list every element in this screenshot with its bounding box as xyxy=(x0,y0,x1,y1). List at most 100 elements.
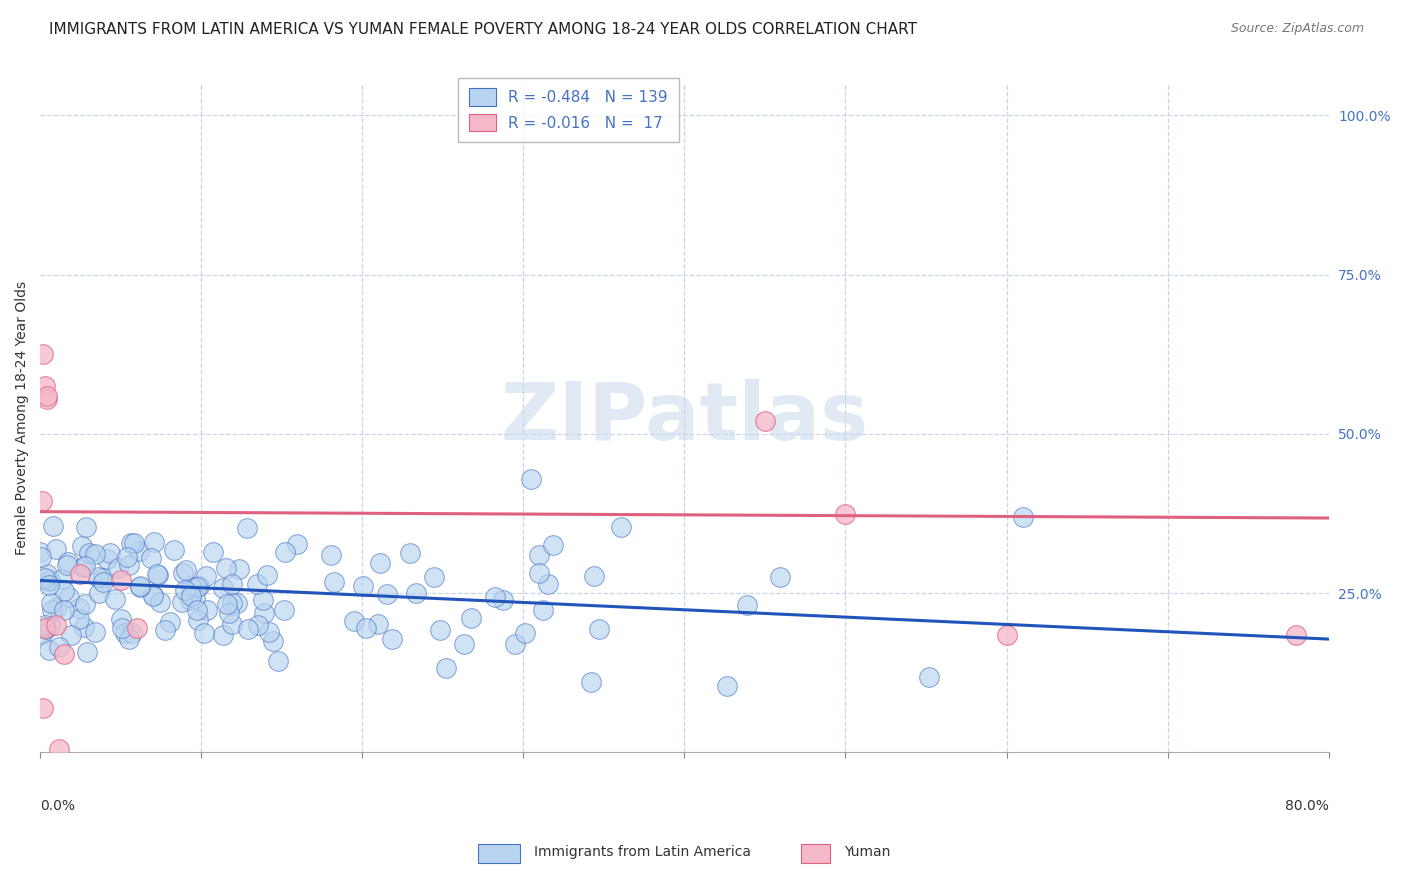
Point xyxy=(42,519,65,533)
Point xyxy=(118,558,141,573)
Point xyxy=(370,556,392,570)
Point xyxy=(73,597,96,611)
Point xyxy=(434,661,457,675)
Point xyxy=(39,573,62,587)
Point xyxy=(273,603,295,617)
Point xyxy=(221,617,243,632)
Legend: R = -0.484   N = 139, R = -0.016   N =  17: R = -0.484 N = 139, R = -0.016 N = 17 xyxy=(458,78,679,142)
Point xyxy=(73,620,96,634)
Point xyxy=(125,621,148,635)
Point xyxy=(159,615,181,629)
Point xyxy=(30,549,52,564)
Point xyxy=(228,562,250,576)
Point xyxy=(70,539,93,553)
Point xyxy=(35,389,58,403)
Point xyxy=(86,569,108,583)
Point xyxy=(77,546,100,560)
Point xyxy=(193,625,215,640)
Point xyxy=(38,642,60,657)
Point xyxy=(72,560,94,574)
Point xyxy=(583,569,606,583)
Point xyxy=(399,546,422,560)
Point xyxy=(53,584,76,599)
Text: Yuman: Yuman xyxy=(844,845,890,859)
Point xyxy=(115,549,138,564)
Point xyxy=(218,607,240,621)
Point xyxy=(460,611,482,625)
Point xyxy=(503,637,526,651)
Point xyxy=(375,586,398,600)
Point xyxy=(188,579,211,593)
Point xyxy=(319,548,342,562)
Point xyxy=(56,555,79,569)
Point xyxy=(34,571,56,585)
Point xyxy=(187,613,209,627)
Point xyxy=(834,507,856,521)
Point xyxy=(527,566,550,581)
Point xyxy=(41,603,63,617)
Point xyxy=(110,574,132,588)
Point xyxy=(769,570,792,584)
Point xyxy=(754,414,776,428)
Point xyxy=(53,603,76,617)
Point xyxy=(143,535,166,549)
Point xyxy=(146,568,169,582)
Point xyxy=(128,580,150,594)
Point xyxy=(492,592,515,607)
Point xyxy=(995,627,1018,641)
Text: IMMIGRANTS FROM LATIN AMERICA VS YUMAN FEMALE POVERTY AMONG 18-24 YEAR OLDS CORR: IMMIGRANTS FROM LATIN AMERICA VS YUMAN F… xyxy=(49,22,917,37)
Point xyxy=(381,632,404,647)
Point xyxy=(256,567,278,582)
Point xyxy=(83,624,105,639)
Point xyxy=(588,622,610,636)
Point xyxy=(356,621,378,635)
Point xyxy=(252,593,274,607)
Point xyxy=(142,589,165,603)
Point xyxy=(174,583,197,598)
Point xyxy=(129,579,152,593)
Point xyxy=(221,576,243,591)
Text: ZIPatlas: ZIPatlas xyxy=(501,379,869,457)
Point xyxy=(274,545,297,559)
Point xyxy=(121,625,143,640)
Point xyxy=(110,612,132,626)
Point xyxy=(67,612,90,626)
Point xyxy=(235,521,257,535)
Point xyxy=(537,577,560,591)
Point xyxy=(149,594,172,608)
Point xyxy=(609,520,631,534)
Point xyxy=(170,595,193,609)
Point xyxy=(212,628,235,642)
Point xyxy=(87,586,110,600)
Text: Source: ZipAtlas.com: Source: ZipAtlas.com xyxy=(1230,22,1364,36)
Point xyxy=(39,596,62,610)
Point xyxy=(146,566,169,581)
Point xyxy=(122,536,145,550)
Point xyxy=(716,680,738,694)
Point xyxy=(58,590,80,604)
Point xyxy=(155,623,177,637)
Point xyxy=(56,558,79,573)
Point xyxy=(38,578,60,592)
Point xyxy=(35,623,58,637)
Point xyxy=(69,567,91,582)
Point xyxy=(174,563,197,577)
Point xyxy=(104,592,127,607)
Point xyxy=(405,586,427,600)
Point xyxy=(98,545,121,559)
Point xyxy=(186,602,208,616)
Point xyxy=(163,542,186,557)
Point xyxy=(32,347,55,361)
Point xyxy=(139,551,162,566)
Point xyxy=(202,545,225,559)
Point xyxy=(262,634,284,648)
Point xyxy=(579,674,602,689)
Point xyxy=(1285,627,1308,641)
Point xyxy=(172,566,194,580)
Point xyxy=(429,624,451,638)
Point xyxy=(484,590,506,604)
Point xyxy=(343,614,366,628)
Point xyxy=(179,593,201,607)
Point xyxy=(31,626,53,640)
Point xyxy=(352,579,374,593)
